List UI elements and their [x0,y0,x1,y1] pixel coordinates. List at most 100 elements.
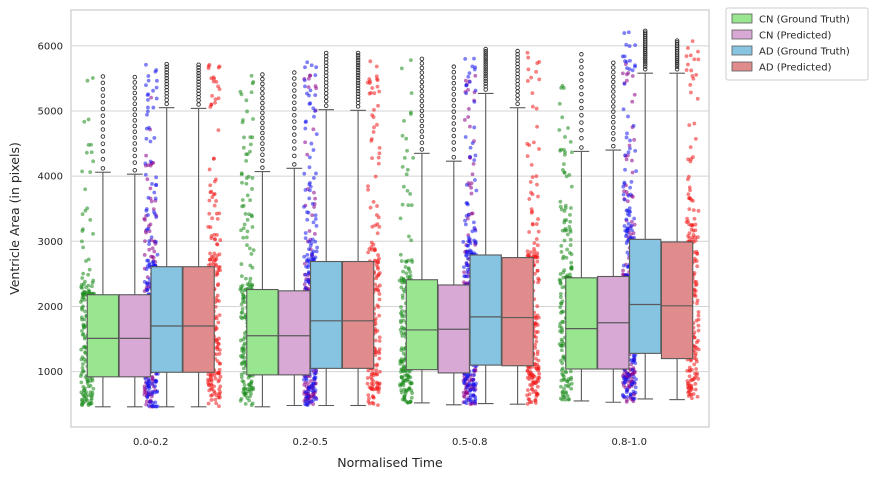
data-point [536,217,540,221]
data-point [534,174,539,179]
data-point [625,387,630,392]
legend-item[interactable]: CN (Predicted) [731,29,831,42]
data-point [212,232,217,237]
outlier-point [260,152,265,158]
data-point [216,379,221,384]
x-tick-label: 0.2-0.5 [293,437,328,448]
data-point [240,310,245,315]
legend-item[interactable]: AD (Predicted) [731,61,832,74]
data-point [83,375,88,380]
data-point [558,147,563,152]
data-point [400,296,405,300]
box [278,290,311,376]
data-point [312,376,316,381]
data-point [210,216,215,221]
outlier-point [611,89,616,94]
data-point [144,153,148,158]
data-point [462,265,466,270]
data-point [568,219,573,224]
data-point [630,158,634,163]
data-point [154,379,159,384]
data-point [406,400,410,405]
data-point [461,240,466,244]
data-point [154,240,158,244]
data-point [623,167,627,172]
data-point [398,252,403,257]
outlier-point [483,55,488,61]
data-point [409,91,414,96]
data-point [372,91,377,96]
data-point [312,205,317,209]
data-point [534,339,539,344]
legend-item[interactable]: AD (Ground Truth) [731,45,850,58]
legend-item[interactable]: CN (Ground Truth) [731,13,850,26]
data-point [400,309,404,313]
data-point [247,212,251,217]
data-point [215,272,220,276]
data-point [154,85,159,90]
data-point [695,235,700,240]
data-point [250,225,255,229]
outlier-point [419,103,425,109]
data-point [535,323,540,327]
data-point [525,154,530,159]
data-point [144,126,149,131]
data-point [217,351,222,356]
data-point [88,217,93,222]
data-point [632,235,636,240]
data-point [83,187,88,192]
data-point [307,196,312,201]
data-point [631,231,636,236]
outlier-point [164,75,169,81]
data-point [535,251,540,256]
data-point [89,150,94,155]
data-point [558,199,563,204]
data-point [568,243,573,247]
data-point [565,394,570,398]
data-point [216,84,220,89]
data-point [83,291,88,295]
data-point [693,371,697,376]
data-point [470,172,475,177]
data-point [620,71,625,76]
data-point [145,258,149,263]
data-point [153,196,158,201]
outlier-point [579,65,584,70]
legend[interactable]: CN (Ground Truth) CN (Predicted) AD (Groun… [725,7,869,81]
data-point [313,93,318,98]
data-point [377,89,382,94]
data-point [245,152,250,156]
outlier-point [355,91,361,97]
outlier-point [292,153,297,159]
data-point [627,44,632,48]
data-point [377,356,382,361]
data-point [564,370,569,375]
data-point [561,147,566,152]
data-point [377,387,381,392]
data-point [80,403,84,407]
data-point [401,318,406,323]
data-point [629,382,634,387]
data-point [530,192,535,197]
outlier-point [483,69,488,74]
data-point [241,366,246,371]
data-point [686,46,690,50]
data-point [377,297,382,302]
data-point [375,303,380,308]
data-point [308,188,312,193]
outlier-point [132,80,138,85]
data-point [82,336,87,341]
data-point [562,220,567,225]
data-point [559,207,564,212]
data-point [402,397,407,402]
outlier-point [579,98,584,104]
data-point [628,393,633,398]
data-point [243,402,248,406]
data-point [248,276,253,281]
outlier-point [292,94,297,99]
data-point [302,171,307,176]
data-point [405,188,410,193]
data-point [79,285,84,290]
data-point [304,264,309,269]
outlier-point [483,59,488,65]
